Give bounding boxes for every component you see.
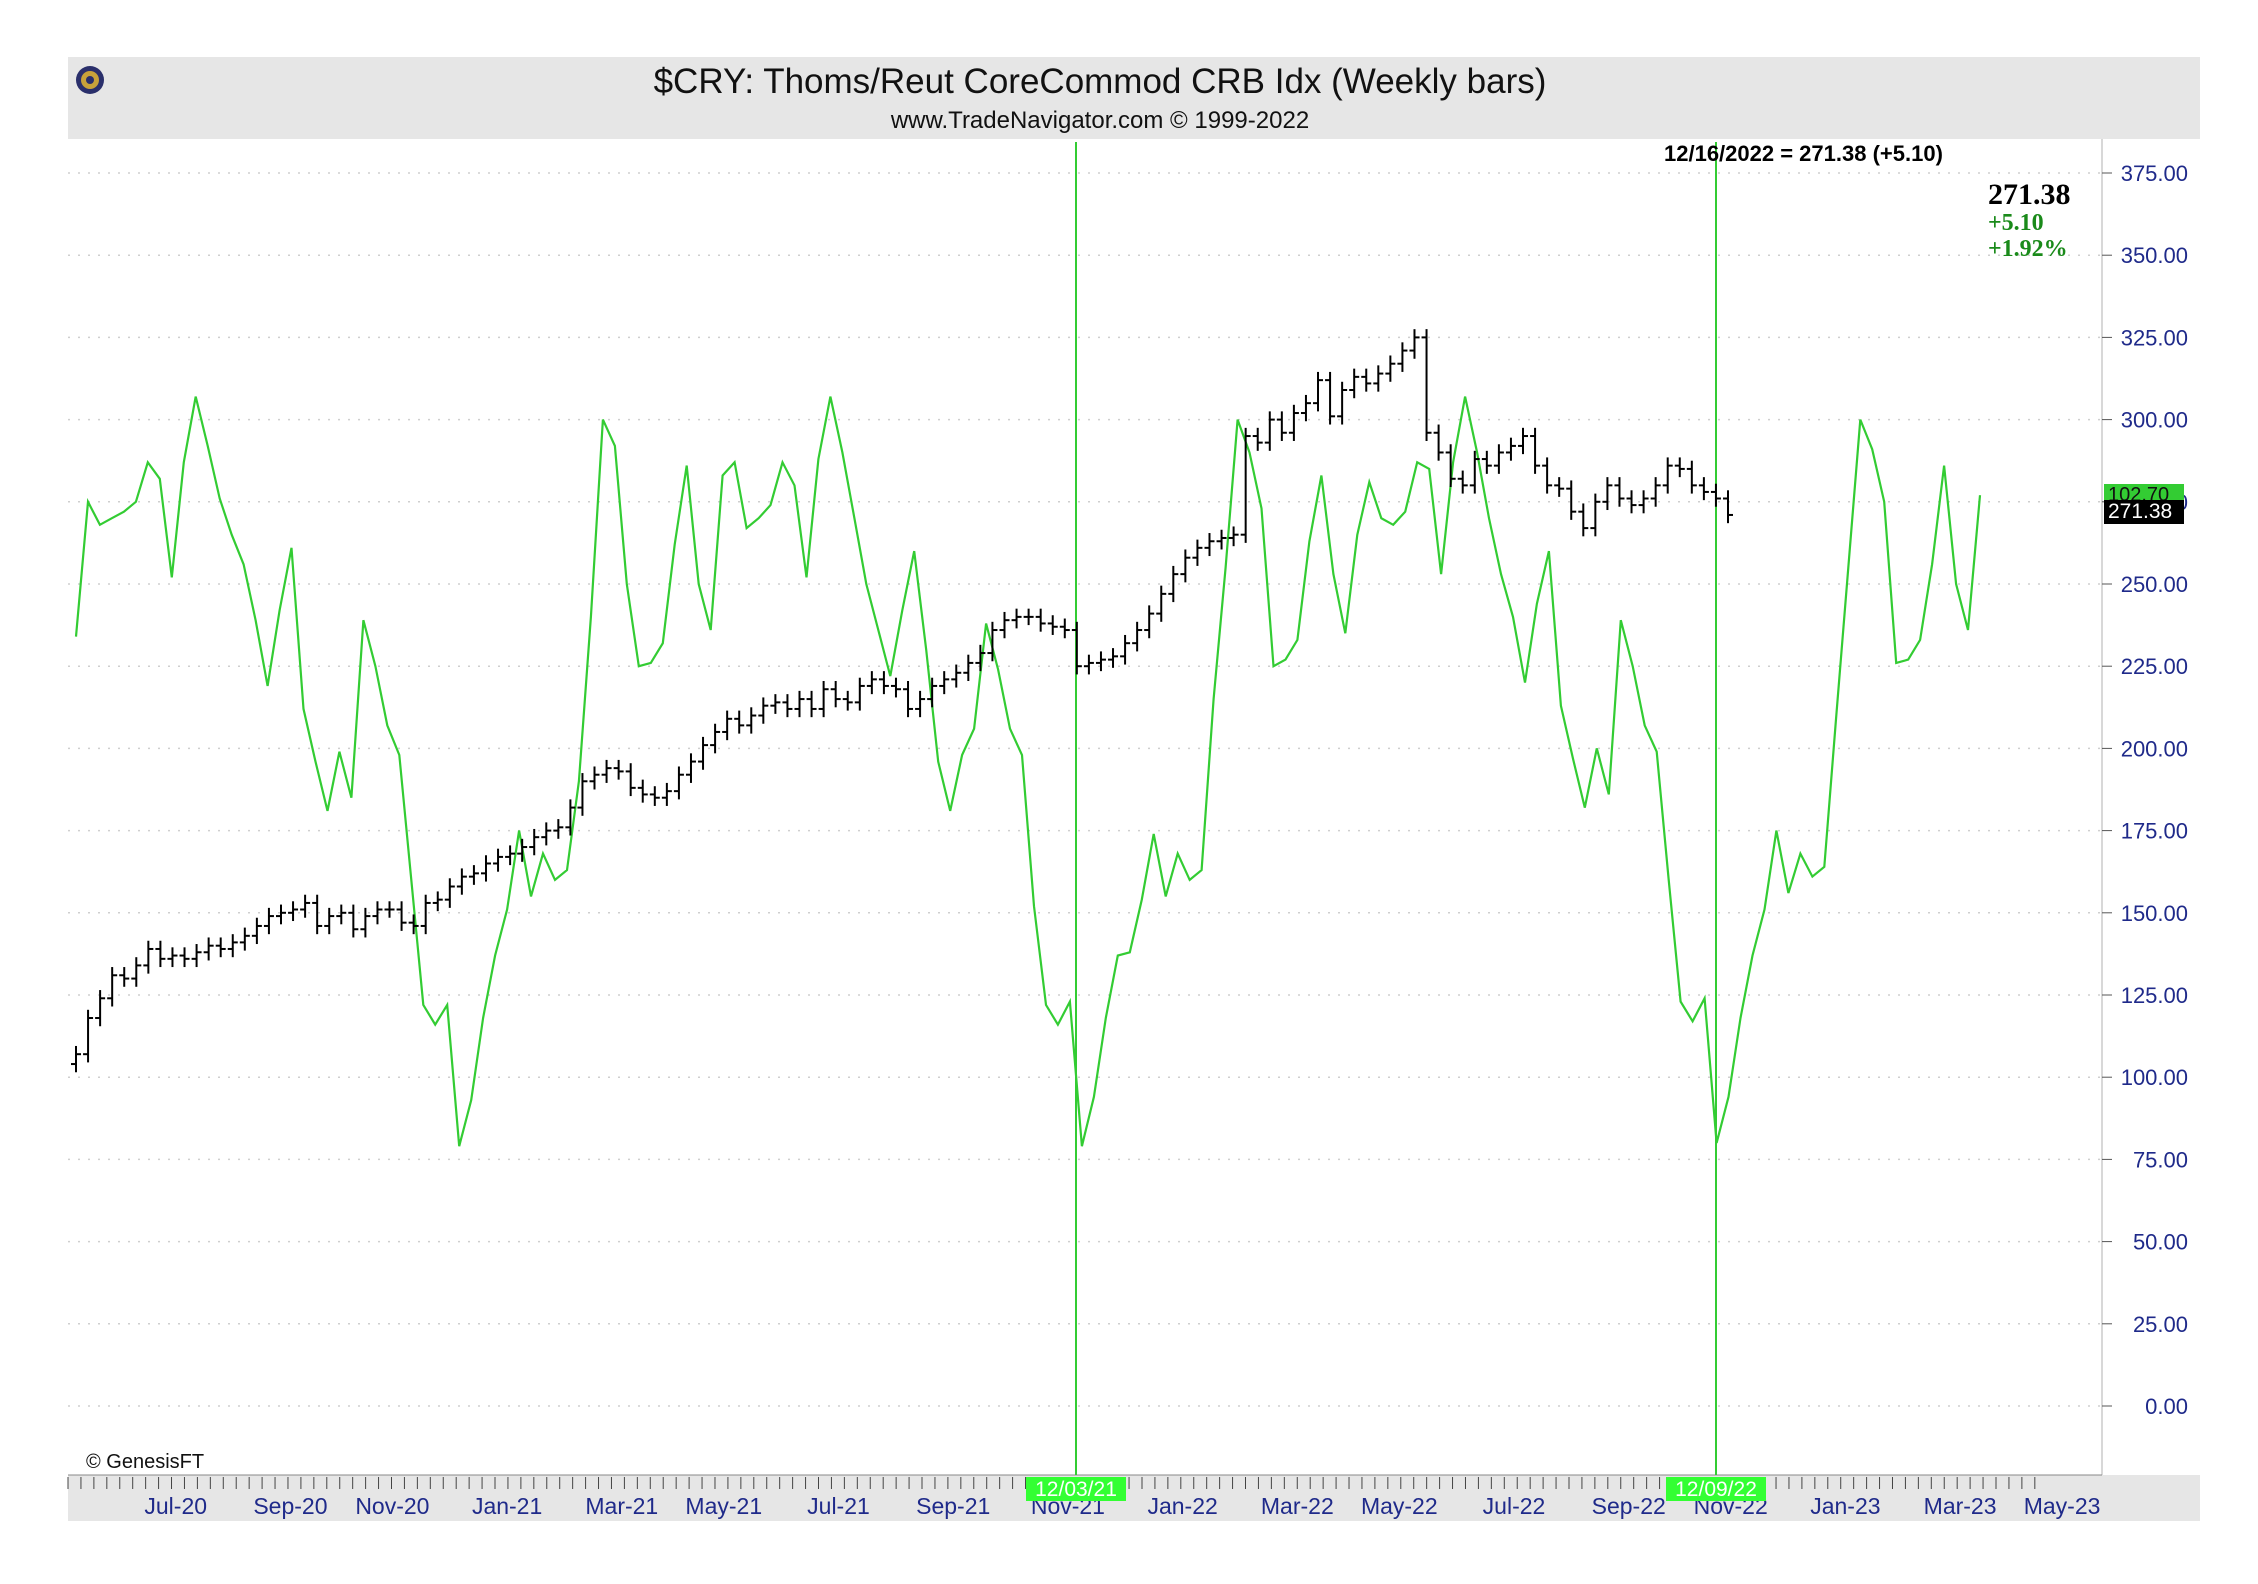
x-tick-label: May-21	[685, 1493, 762, 1519]
cycle-marker-tag	[1666, 1477, 1766, 1501]
date-value-readout: 12/16/2022 = 271.38 (+5.10)	[1664, 141, 1943, 166]
chart-title: $CRY: Thoms/Reut CoreCommod CRB Idx (Wee…	[654, 62, 1547, 101]
y-tick-label: 200.00	[2121, 736, 2188, 761]
copyright-text: © GenesisFT	[86, 1451, 204, 1473]
x-tick-label: Jan-21	[472, 1493, 542, 1519]
x-tick-label: Mar-23	[1924, 1493, 1997, 1519]
y-tick-label: 175.00	[2121, 819, 2188, 844]
cycle-markers: 12/03/21 12/09/22	[1026, 142, 1766, 1501]
trade-navigator-logo-icon	[76, 66, 104, 94]
cycle-marker-tag	[1026, 1477, 1126, 1501]
x-tick-label: Mar-22	[1261, 1493, 1334, 1519]
price-value-tag: 271.38	[2104, 500, 2184, 524]
y-tick-label: 375.00	[2121, 161, 2188, 186]
x-tick-label: Jul-20	[144, 1493, 207, 1519]
x-tick-label: Jul-22	[1483, 1493, 1546, 1519]
y-tick-label: 150.00	[2121, 901, 2188, 926]
x-axis: Jul-20 Sep-20 Nov-20 Jan-21 Mar-21 May-21 Jul-…	[67, 1477, 2101, 1519]
chart-subtitle: www.TradeNavigator.com © 1999-2022	[890, 107, 1309, 134]
x-tick-label: Nov-20	[355, 1493, 429, 1519]
y-tick-label: 100.00	[2121, 1065, 2188, 1090]
cycle-marker-label: 12/09/22	[1675, 1478, 1757, 1501]
y-tick-label: 125.00	[2121, 983, 2188, 1008]
x-tick-label: Sep-22	[1592, 1493, 1666, 1519]
price-bars	[71, 329, 1733, 1073]
x-tick-label: Sep-20	[253, 1493, 327, 1519]
y-tick-label: 50.00	[2133, 1230, 2188, 1255]
change-percent: +1.92%	[1988, 236, 2068, 262]
y-tick-label: 350.00	[2121, 243, 2188, 268]
change-value: +5.10	[1988, 210, 2044, 236]
y-tick-label: 325.00	[2121, 325, 2188, 350]
cycle-marker-label: 12/03/21	[1035, 1478, 1117, 1501]
y-tick-label: 25.00	[2133, 1312, 2188, 1337]
plot-area[interactable]	[68, 139, 2102, 1475]
x-tick-label: Mar-21	[585, 1493, 658, 1519]
y-tick-label: 0.00	[2145, 1394, 2188, 1419]
x-tick-label: May-23	[2024, 1493, 2101, 1519]
x-tick-label: Sep-21	[916, 1493, 990, 1519]
svg-text:271.38: 271.38	[2108, 500, 2172, 523]
last-price: 271.38	[1988, 178, 2071, 211]
x-tick-label: Jan-22	[1147, 1493, 1217, 1519]
x-tick-label: Jan-23	[1810, 1493, 1880, 1519]
y-tick-label: 250.00	[2121, 572, 2188, 597]
y-tick-label: 300.00	[2121, 408, 2188, 433]
y-axis-panel	[2102, 139, 2200, 1475]
x-tick-label: Jul-21	[807, 1493, 870, 1519]
y-axis: 375.00350.00325.00300.00275.00250.00225.…	[2102, 161, 2188, 1419]
y-tick-label: 225.00	[2121, 654, 2188, 679]
cycle-series-line	[74, 396, 1982, 1147]
x-tick-label: May-22	[1361, 1493, 1438, 1519]
y-tick-label: 75.00	[2133, 1147, 2188, 1172]
